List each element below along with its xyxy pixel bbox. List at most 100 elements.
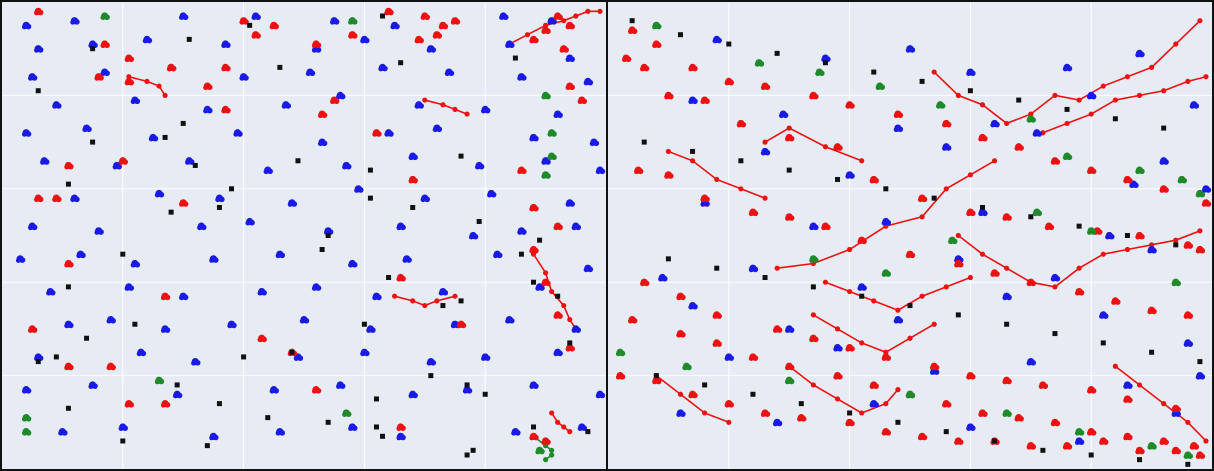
blue-point xyxy=(688,96,698,105)
red-track-point xyxy=(702,410,708,416)
green-point xyxy=(948,236,958,245)
blue-point xyxy=(893,315,904,324)
red-track-point xyxy=(1064,120,1070,127)
red-track-point xyxy=(907,335,913,341)
green-point xyxy=(905,390,916,399)
green-point xyxy=(1171,278,1181,287)
blue-point xyxy=(396,432,406,441)
green-point xyxy=(615,348,626,357)
blue-point xyxy=(40,157,50,165)
black-marker xyxy=(1173,242,1179,248)
black-marker xyxy=(690,148,696,154)
red-track-point xyxy=(822,144,829,150)
red-point xyxy=(529,245,539,254)
black-marker xyxy=(53,354,59,360)
blue-point xyxy=(1189,101,1200,109)
blue-point xyxy=(263,166,273,175)
blue-point xyxy=(1099,311,1109,319)
blue-point xyxy=(221,40,231,49)
green-track-point xyxy=(543,457,549,463)
red-track-point xyxy=(943,186,949,192)
black-marker xyxy=(653,373,659,379)
red-track-point xyxy=(1185,78,1191,84)
blue-point xyxy=(360,348,370,357)
black-marker xyxy=(1100,340,1106,346)
red-track-point xyxy=(1052,92,1058,98)
blue-point xyxy=(172,390,183,399)
red-track-point xyxy=(1197,228,1203,234)
green-point xyxy=(1026,115,1036,123)
red-track-line xyxy=(1042,75,1207,134)
green-point xyxy=(541,91,551,100)
black-marker xyxy=(641,139,647,145)
black-marker xyxy=(714,265,720,271)
red-track-point xyxy=(1136,92,1143,98)
black-marker xyxy=(380,13,386,19)
red-point xyxy=(396,423,406,431)
red-point xyxy=(1171,404,1181,413)
red-track-point xyxy=(1173,41,1179,47)
red-track-point xyxy=(1173,237,1179,243)
red-point xyxy=(1099,437,1109,445)
red-point xyxy=(529,35,539,44)
blue-point xyxy=(990,119,1000,128)
red-track-point xyxy=(440,102,446,108)
red-point xyxy=(760,409,771,417)
black-marker xyxy=(726,41,732,47)
black-marker xyxy=(186,36,192,42)
blue-point xyxy=(366,325,376,333)
green-point xyxy=(541,171,551,179)
blue-point xyxy=(553,110,563,119)
red-track-point xyxy=(955,232,961,239)
red-track-point xyxy=(392,293,398,299)
black-marker xyxy=(120,251,126,257)
black-marker xyxy=(1112,116,1118,122)
blue-point xyxy=(748,264,759,273)
red-point xyxy=(565,343,575,352)
green-track-point xyxy=(549,452,555,458)
black-marker xyxy=(482,391,488,397)
black-marker xyxy=(289,349,295,355)
red-point xyxy=(978,409,988,417)
red-point xyxy=(845,418,855,427)
red-point xyxy=(978,133,988,142)
blue-point xyxy=(1032,129,1043,137)
blue-point xyxy=(978,208,988,217)
red-point xyxy=(64,362,74,371)
red-point xyxy=(456,320,467,329)
red-track-line xyxy=(788,365,899,414)
green-point xyxy=(1177,175,1187,184)
red-track-point xyxy=(549,410,555,416)
black-marker xyxy=(464,382,470,388)
red-point xyxy=(760,82,771,91)
blue-point xyxy=(179,12,189,21)
red-track-line xyxy=(777,160,995,269)
green-point xyxy=(809,255,819,263)
red-track-point xyxy=(774,265,780,271)
blue-point xyxy=(833,343,843,352)
black-marker xyxy=(192,162,198,168)
red-point xyxy=(1044,222,1055,231)
green-point xyxy=(535,446,545,455)
red-track-point xyxy=(895,307,901,313)
blue-point xyxy=(160,325,171,333)
red-point xyxy=(239,17,249,25)
black-marker xyxy=(295,158,301,164)
blue-point xyxy=(342,161,352,170)
red-point xyxy=(905,250,916,259)
red-point xyxy=(1087,428,1097,436)
plot-background xyxy=(608,2,1212,469)
red-point xyxy=(1135,446,1145,455)
red-point xyxy=(1002,376,1012,385)
blue-point xyxy=(529,133,539,142)
red-track-point xyxy=(762,195,768,201)
red-track-point xyxy=(677,391,684,397)
red-track-point xyxy=(561,302,567,309)
red-track-point xyxy=(931,321,937,327)
blue-point xyxy=(112,161,122,170)
blue-point xyxy=(330,17,340,25)
black-marker xyxy=(798,401,804,407)
blue-point xyxy=(760,147,771,156)
red-point xyxy=(942,119,952,128)
red-point xyxy=(712,339,722,347)
